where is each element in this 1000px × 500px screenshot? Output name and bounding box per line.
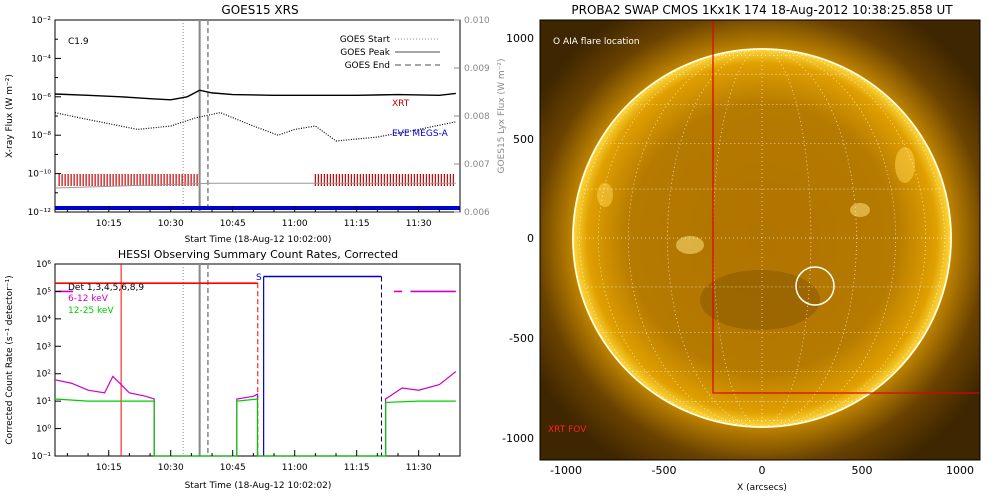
hessi-ytick-label: 10⁰ [36, 425, 51, 435]
swap-ytick-5: -1000 [502, 432, 534, 445]
swap-aia-label: O AIA flare location [553, 37, 640, 47]
hessi-series-12-25kev [54, 398, 456, 457]
goes-xtick-label: 10:30 [158, 219, 184, 229]
swap-xtick-4: 500 [852, 464, 873, 477]
goes-legend-start: GOES Start [340, 35, 391, 45]
hessi-ytick-label: 10⁴ [36, 315, 51, 325]
active-region-2 [850, 203, 870, 217]
hessi-ylabel: Corrected Count Rate (s⁻¹ detector⁻¹) [5, 275, 15, 444]
goes-y2label: GOES15 Lyx Flux (W m⁻²) [497, 59, 507, 174]
hessi-xtick-label: 11:30 [406, 463, 432, 473]
goes-series-lyx [54, 182, 456, 189]
goes-legend: GOES Start GOES Peak GOES End [340, 35, 440, 71]
hessi-ytick-label: 10⁶ [36, 260, 51, 270]
swap-axes: -1000 -500 0 500 1000 1000 500 0 -500 -1… [502, 32, 974, 493]
hessi-ytick-label: 10⁻¹ [31, 452, 51, 462]
hessi-xtick-label: 10:45 [220, 463, 246, 473]
hessi-xtick-label: 11:15 [344, 463, 370, 473]
sun-active-regions [597, 147, 915, 330]
swap-xtick-5: 1000 [946, 464, 974, 477]
goes-legend-peak: GOES Peak [340, 48, 390, 58]
hessi-xtick-label: 10:30 [158, 463, 184, 473]
hessi-panel: HESSI Observing Summary Count Rates, Cor… [5, 248, 461, 491]
hessi-ytick-label: 10² [36, 370, 51, 380]
hessi-series-6-12kev [54, 371, 457, 457]
goes-ytick-label: 10⁻² [31, 16, 51, 26]
solar-limb [572, 48, 952, 428]
goes-series-low [54, 111, 456, 142]
goes-title: GOES15 XRS [221, 3, 298, 17]
grid-longitude [579, 49, 945, 427]
hessi-saa-tag: S [256, 273, 262, 283]
swap-ytick-2: 500 [513, 133, 534, 146]
goes-marks [54, 20, 460, 212]
goes-series-high [54, 89, 456, 101]
swap-title: PROBA2 SWAP CMOS 1Kx1K 174 18-Aug-2012 1… [571, 3, 953, 17]
goes-panel: GOES15 XRS C1.9 GOES Start GOES Peak GOE… [5, 3, 507, 245]
hessi-legend-band1: 6-12 keV [68, 294, 109, 304]
xrt-fov-box [712, 20, 980, 394]
coronal-hole [700, 270, 820, 330]
goes-y2tick-label: 0.008 [464, 112, 490, 122]
hessi-ytick-label: 10¹ [36, 397, 51, 407]
goes-xtick-label: 10:15 [96, 219, 122, 229]
goes-xtick-label: 11:30 [406, 219, 432, 229]
swap-xlabel: X (arcsecs) [737, 483, 787, 493]
hessi-xtick-label: 10:15 [96, 463, 122, 473]
goes-y2tick-label: 0.006 [464, 208, 490, 218]
hessi-legend-det: Det 1,3,4,5,6,8,9 [68, 283, 144, 293]
swap-ytick-1: 1000 [506, 32, 534, 45]
hessi-axes: 10⁻¹ 10⁰ 10¹ 10² 10³ 10⁴ 10⁵ 10⁶ 10:15 10:30 10:45… [31, 260, 461, 473]
goes-y2tick-label: 0.010 [464, 16, 490, 26]
hessi-title: HESSI Observing Summary Count Rates, Cor… [118, 248, 398, 261]
goes-ytick-label: 10⁻¹² [28, 208, 52, 218]
goes-xtick-label: 10:45 [220, 219, 246, 229]
swap-xtick-2: -500 [652, 464, 677, 477]
goes-y2tick-label: 0.009 [464, 64, 490, 74]
goes-ytick-label: 10⁻⁴ [31, 54, 51, 64]
swap-image [540, 20, 980, 460]
active-region-4 [597, 183, 613, 207]
hessi-legend: Det 1,3,4,5,6,8,9 6-12 keV 12-25 keV [68, 283, 144, 316]
swap-xrt-fov-label: XRT FOV [548, 425, 587, 435]
goes-ytick-label: 10⁻⁶ [31, 93, 51, 103]
hessi-xtick-label: 11:00 [282, 463, 308, 473]
goes-ytick-label: 10⁻⁸ [31, 131, 51, 141]
aia-flare-circle [795, 266, 835, 306]
active-region-3 [895, 147, 915, 183]
hessi-legend-band2: 12-25 keV [68, 306, 114, 316]
heliographic-grid [573, 49, 951, 427]
hessi-ytick-label: 10³ [36, 342, 51, 352]
goes-xlabel: Start Time (18-Aug-12 10:02:00) [185, 235, 332, 245]
hessi-ytick-label: 10⁵ [36, 287, 51, 297]
swap-panel: PROBA2 SWAP CMOS 1Kx1K 174 18-Aug-2012 1… [502, 3, 981, 493]
swap-xtick-3: 0 [759, 464, 766, 477]
goes-tag-xrt: XRT [392, 99, 410, 109]
goes-xtick-label: 11:15 [344, 219, 370, 229]
swap-ytick-3: 0 [527, 232, 534, 245]
grid-longitude [627, 49, 897, 427]
hessi-marks [54, 264, 457, 457]
goes-tag-eve: EVE MEGS-A [392, 129, 449, 139]
grid-longitude [667, 49, 857, 427]
grid-longitude [597, 49, 927, 427]
goes-xtick-label: 11:00 [282, 219, 308, 229]
swap-frame [539, 19, 981, 461]
active-region-1 [676, 236, 704, 254]
goes-flare-class: C1.9 [68, 37, 89, 47]
goes-y2tick-label: 0.007 [464, 160, 490, 170]
hessi-xlabel: Start Time (18-Aug-12 10:02:02) [185, 481, 332, 491]
grid-longitude [712, 49, 812, 427]
goes-ylabel: X-ray Flux (W m⁻²) [5, 74, 15, 158]
goes-ytick-label: 10⁻¹⁰ [28, 170, 52, 180]
eve-coverage-bar [55, 206, 460, 210]
goes-legend-end: GOES End [345, 61, 390, 71]
swap-ytick-4: -500 [509, 332, 534, 345]
swap-xtick-1: -1000 [550, 464, 582, 477]
goes-axes: 10⁻¹² 10⁻¹⁰ 10⁻⁸ 10⁻⁶ 10⁻⁴ 10⁻² 0.006 0.007 0.00… [28, 16, 490, 229]
